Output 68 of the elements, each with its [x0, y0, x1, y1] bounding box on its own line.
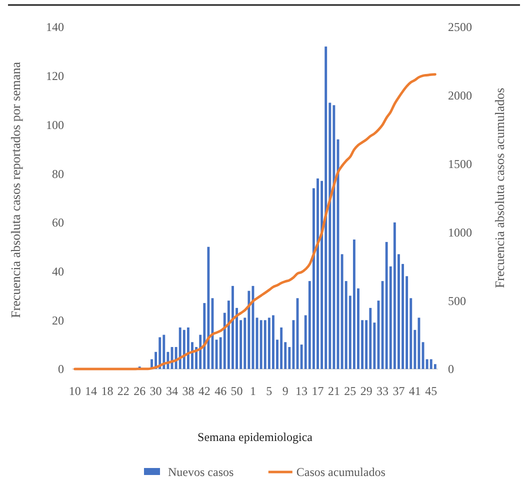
bar [340, 254, 344, 369]
bar [430, 359, 432, 369]
x-tick-label: 21 [328, 384, 340, 398]
bar [215, 340, 218, 369]
y-tick-label: 40 [52, 264, 64, 278]
x-tick-label: 34 [166, 384, 178, 398]
bar [369, 308, 372, 369]
y2-tick-label: 500 [448, 294, 466, 308]
x-axis-title: Semana epidemiologica [198, 430, 314, 444]
bar [268, 318, 270, 369]
line-series [74, 73, 436, 370]
y-tick-label: 80 [52, 166, 64, 181]
bar [393, 222, 396, 369]
x-tick-label: 30 [150, 384, 162, 398]
y2-axis-title: Frecuencia absoluta casos acumulados [492, 88, 507, 288]
x-tick-label: 13 [296, 384, 308, 398]
y2-tick-label: 2500 [448, 20, 472, 34]
bar [158, 337, 162, 369]
bar [280, 327, 283, 369]
y-tick-label: 20 [52, 313, 64, 328]
x-tick-label: 18 [101, 384, 114, 398]
bar [260, 320, 262, 369]
y2-tick-label: 1000 [448, 225, 472, 240]
x-tick-label: 5 [266, 384, 272, 398]
x-tick-label: 42 [198, 384, 210, 398]
x-tick-label: 1 [250, 384, 256, 398]
x-tick-label: 37 [392, 384, 405, 398]
bar [352, 240, 356, 369]
bar [162, 334, 166, 369]
x-tick-label: 50 [230, 384, 243, 398]
x-tick-label: 25 [344, 384, 356, 398]
x-tick-label: 45 [425, 384, 438, 398]
bar [292, 320, 295, 369]
bar [232, 286, 234, 369]
bar [332, 105, 336, 369]
legend-label: Nuevos casos [168, 465, 234, 479]
x-tick-label: 17 [312, 384, 324, 398]
legend-label: Casos acumulados [296, 465, 386, 479]
x-tick-label: 29 [360, 384, 372, 398]
bar [426, 359, 428, 369]
bar [178, 327, 182, 369]
bar [186, 327, 190, 369]
bar [385, 242, 388, 369]
x-tick-label: 41 [408, 384, 421, 398]
x-tick-label: 14 [85, 384, 98, 398]
y2-tick-label: 2000 [448, 88, 472, 103]
x-tick-label: 33 [376, 384, 389, 398]
x-tick-label: 22 [117, 384, 130, 398]
bar [272, 315, 274, 369]
x-tick-label: 46 [214, 384, 227, 398]
x-tick-label: 38 [182, 384, 194, 398]
bar [316, 178, 319, 369]
y-tick-label: 100 [46, 118, 64, 132]
y-tick-label: 0 [58, 362, 64, 376]
bar [207, 246, 210, 369]
bar [182, 330, 186, 369]
x-tick-label: 9 [282, 384, 288, 398]
bar [248, 290, 250, 369]
y-axis-title: Frecuencia absoluta casos reportados por semana [8, 62, 23, 318]
y-tick-label: 60 [52, 216, 64, 230]
y2-tick-label: 1500 [448, 157, 472, 171]
x-tick-label: 26 [134, 384, 146, 398]
bar [264, 320, 266, 369]
bar [324, 46, 328, 369]
y-tick-label: 120 [46, 69, 64, 84]
x-tick-label: 10 [68, 384, 81, 398]
y-tick-label: 140 [46, 20, 64, 34]
y2-tick-label: 0 [448, 362, 454, 376]
